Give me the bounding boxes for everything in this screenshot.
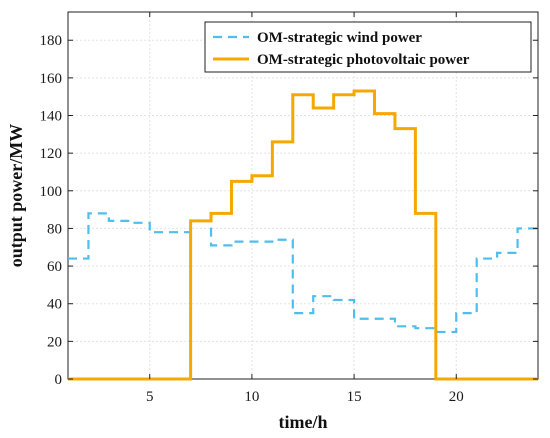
- y-tick-label: 40: [47, 297, 62, 313]
- y-tick-label: 160: [40, 71, 63, 87]
- series-line-wind: [68, 212, 538, 334]
- legend-box: [204, 21, 532, 73]
- y-tick-label: 180: [40, 33, 63, 49]
- x-tick-label: 5: [146, 389, 154, 405]
- x-axis-label: time/h: [279, 412, 328, 432]
- y-tick-label: 120: [40, 146, 63, 162]
- legend-label-photovoltaic: OM-strategic photovoltaic power: [257, 52, 470, 68]
- legend: OM-strategic wind power OM-strategic pho…: [204, 21, 532, 73]
- y-tick-label: 100: [40, 184, 63, 200]
- y-tick-label: 60: [47, 259, 62, 275]
- series-layer: [68, 89, 538, 381]
- y-axis-label: output power/MW: [6, 124, 26, 268]
- y-tick-label: 0: [55, 372, 63, 388]
- y-tick-label: 140: [40, 109, 63, 125]
- plot-area: [67, 11, 539, 380]
- series-line-photovoltaic: [68, 89, 538, 381]
- y-tick-label: 20: [47, 334, 62, 350]
- axis-ticks: 5 10 15 20 0 20 40 60 80 100 120 140 160 180: [40, 12, 538, 405]
- x-tick-label: 20: [449, 389, 464, 405]
- y-tick-label: 80: [47, 221, 62, 237]
- x-tick-label: 10: [244, 389, 259, 405]
- legend-label-wind: OM-strategic wind power: [257, 30, 422, 46]
- x-tick-label: 15: [347, 389, 362, 405]
